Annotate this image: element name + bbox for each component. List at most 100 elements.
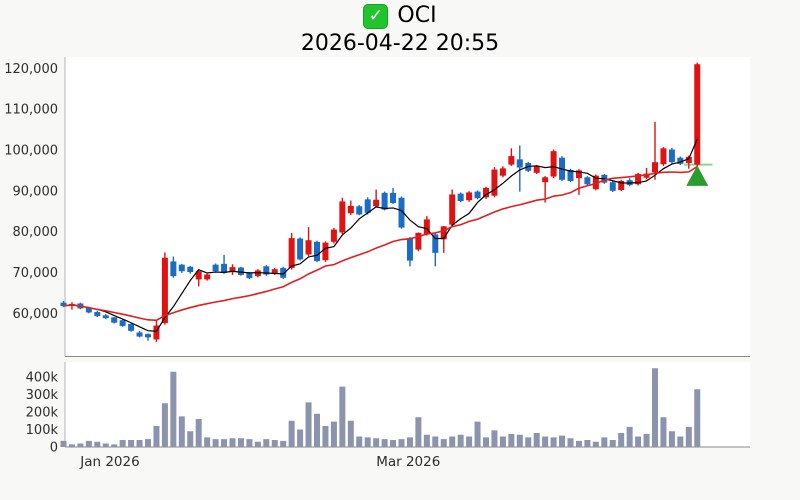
volume-bar: [575, 440, 582, 447]
volume-bar: [601, 437, 608, 447]
volume-bar: [423, 434, 430, 447]
candle-body: [288, 238, 295, 268]
volume-bar: [466, 436, 473, 447]
candle-body: [212, 264, 219, 272]
volume-bar: [432, 436, 439, 447]
volume-bar: [347, 420, 354, 447]
volume-bar: [668, 431, 675, 447]
candle-body: [542, 177, 549, 183]
candle-body: [356, 206, 363, 215]
chart-timestamp: 2026-04-22 20:55: [300, 31, 500, 56]
candle-body: [364, 199, 371, 213]
volume-bar: [60, 440, 67, 447]
volume-bar: [119, 440, 126, 447]
volume-bar: [381, 439, 388, 447]
candle-body: [575, 170, 582, 179]
candle-body: [592, 175, 599, 190]
candle-body: [237, 267, 244, 275]
candle-body: [449, 194, 456, 225]
candle-body: [415, 232, 422, 250]
volume-bar: [525, 437, 532, 447]
candle-body: [297, 238, 304, 260]
price-plot-area: [65, 57, 750, 357]
candle-body: [677, 157, 684, 164]
volume-bar: [457, 434, 464, 447]
candle-body: [280, 267, 287, 278]
volume-tick-label: 0: [50, 441, 58, 456]
volume-bar: [153, 426, 160, 447]
candle-body: [685, 156, 692, 164]
checked-checkbox-icon: ✓: [363, 3, 389, 29]
volume-bar: [373, 438, 380, 447]
volume-bar: [94, 441, 101, 447]
volume-bar: [322, 426, 329, 447]
candle-body: [499, 168, 506, 176]
candle-body: [635, 174, 642, 185]
volume-bar: [685, 426, 692, 447]
chart-header: ✓ OCI 2026-04-22 20:55: [0, 2, 800, 57]
candle-body: [567, 169, 574, 181]
candle-body: [398, 197, 405, 228]
candle-body: [145, 334, 151, 338]
candle-body: [153, 325, 160, 340]
price-tick-label: 110,000: [4, 103, 58, 118]
volume-bar: [483, 437, 489, 447]
price-tick-label: 60,000: [13, 307, 59, 322]
candle-body: [508, 156, 515, 165]
volume-bar: [415, 417, 422, 447]
volume-bar: [491, 430, 498, 447]
volume-bar: [516, 434, 523, 447]
volume-bar: [263, 439, 270, 447]
volume-bar: [330, 421, 337, 447]
candle-body: [491, 169, 498, 196]
candle-body: [60, 302, 67, 306]
volume-tick-label: 300k: [26, 388, 59, 403]
volume-bar: [398, 439, 405, 447]
candle-body: [178, 264, 185, 272]
volume-bar: [660, 417, 667, 447]
price-tick-label: 120,000: [4, 62, 58, 77]
volume-bar: [297, 429, 304, 447]
chart-title: ✓ OCI: [0, 2, 800, 30]
volume-bar: [626, 426, 633, 447]
volume-bar: [161, 403, 168, 447]
volume-bar: [499, 436, 506, 447]
candle-body: [474, 191, 481, 199]
candle-body: [423, 219, 430, 235]
candle-body: [187, 266, 194, 273]
volume-bar: [550, 437, 557, 447]
candle-body: [339, 201, 346, 233]
volume-bar: [533, 433, 540, 447]
candle-body: [322, 242, 329, 261]
ticker-title: OCI: [397, 3, 437, 28]
volume-bar: [643, 433, 650, 447]
candle-body: [330, 229, 337, 242]
volume-bar: [170, 371, 177, 447]
candle-body: [457, 193, 464, 201]
date-tick-label: Mar 2026: [376, 454, 440, 470]
candle-body: [119, 320, 126, 326]
ma-fast-line: [63, 138, 698, 332]
candle-body: [263, 266, 270, 275]
candle-body: [550, 151, 557, 177]
candle-body: [246, 272, 253, 279]
candle-body: [466, 192, 473, 201]
volume-bar: [339, 386, 346, 447]
candle-body: [406, 238, 413, 261]
volume-bar: [508, 433, 515, 447]
volume-tick-label: 200k: [26, 406, 59, 421]
volume-bar: [592, 441, 599, 447]
volume-bar: [440, 439, 447, 447]
price-tick-label: 100,000: [4, 143, 58, 158]
candle-body: [652, 162, 658, 173]
candle-body: [136, 332, 143, 337]
date-tick-label: Jan 2026: [79, 454, 139, 470]
candle-body: [440, 226, 447, 240]
volume-bar: [246, 439, 253, 447]
volume-bar: [406, 437, 413, 447]
price-tick-label: 90,000: [13, 184, 59, 199]
volume-bar: [314, 413, 320, 447]
volume-bar: [85, 440, 92, 447]
